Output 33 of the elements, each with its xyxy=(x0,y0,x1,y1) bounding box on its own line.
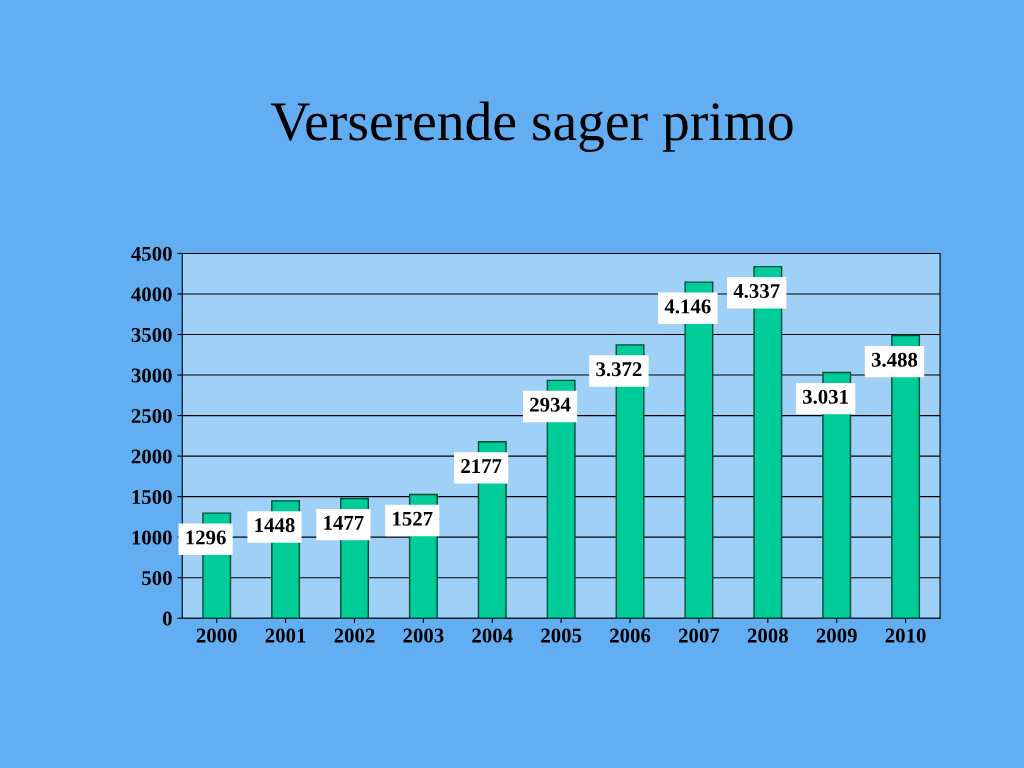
x-tick-label: 2006 xyxy=(610,628,651,643)
x-tick-label: 2005 xyxy=(541,628,582,643)
data-label: 1296 xyxy=(186,530,226,545)
y-tick-label: 0 xyxy=(162,611,172,626)
data-label: 4.146 xyxy=(664,299,711,314)
y-tick-label: 3500 xyxy=(131,327,172,342)
x-tick-label: 2010 xyxy=(885,628,926,643)
data-label: 3.488 xyxy=(871,352,918,367)
y-tick-label: 4500 xyxy=(131,246,172,261)
y-tick-label: 500 xyxy=(142,571,172,586)
chart-title: Verserende sager primo xyxy=(270,101,793,152)
y-tick-label: 3000 xyxy=(131,368,172,383)
x-tick-label: 2000 xyxy=(196,628,237,643)
x-tick-label: 2002 xyxy=(334,628,375,643)
y-tick-label: 2500 xyxy=(131,408,172,424)
data-label: 3.372 xyxy=(596,362,642,377)
data-label: 2177 xyxy=(461,459,502,473)
y-tick-label: 1500 xyxy=(132,490,172,505)
x-tick-label: 2003 xyxy=(403,628,444,643)
data-label: 1477 xyxy=(324,515,364,530)
y-tick-label: 2000 xyxy=(131,449,172,464)
data-label: 4.337 xyxy=(733,283,780,299)
x-tick-label: 2001 xyxy=(265,628,306,643)
x-tick-label: 2004 xyxy=(472,628,513,643)
x-tick-label: 2008 xyxy=(747,628,788,643)
data-label: 1527 xyxy=(393,511,433,526)
data-label: 3.031 xyxy=(802,389,848,404)
y-tick-label: 4000 xyxy=(131,287,172,302)
y-tick-label: 1000 xyxy=(132,530,172,545)
x-tick-label: 2009 xyxy=(816,628,857,643)
data-label: 2934 xyxy=(530,397,571,412)
x-tick-label: 2007 xyxy=(678,628,720,643)
data-label: 1448 xyxy=(255,518,295,533)
